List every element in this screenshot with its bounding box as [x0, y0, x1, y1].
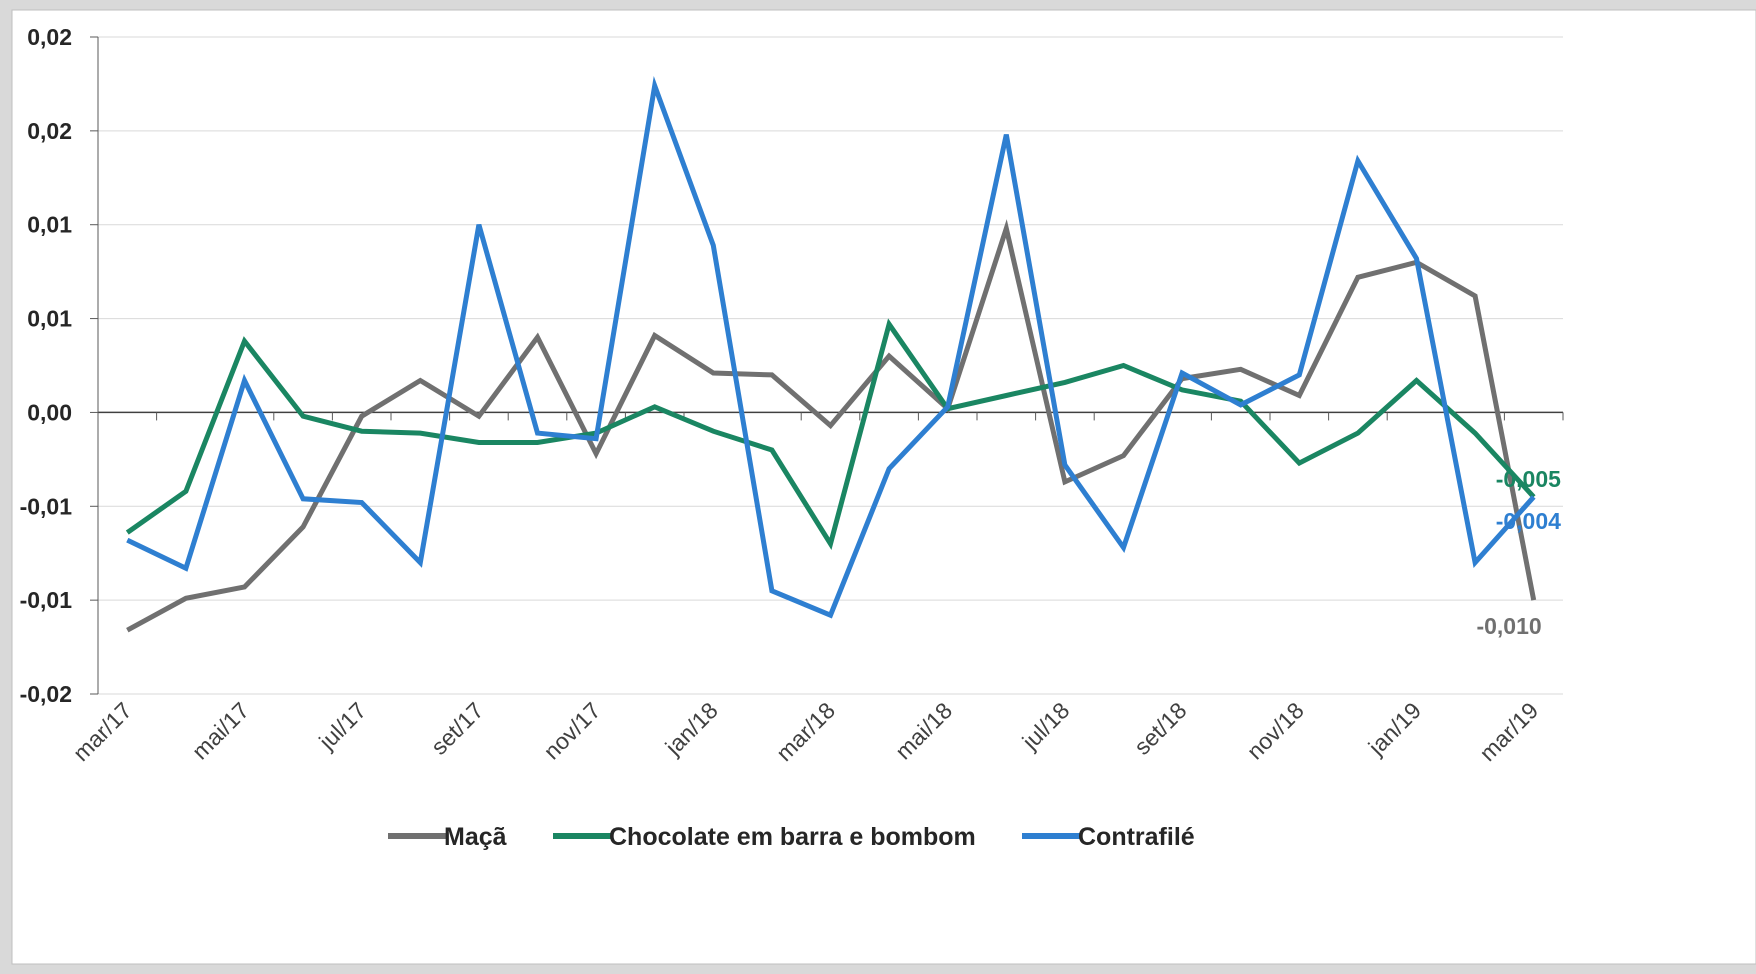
y-tick-label: 0,02 [27, 118, 72, 144]
y-tick-label: -0,01 [20, 493, 73, 519]
series-line [125, 318, 1536, 551]
legend: Maçã Chocolate em barra e bombom Contrafil… [388, 823, 1195, 851]
grid-lines [98, 36, 1563, 695]
y-tick-label: 0,01 [27, 212, 72, 238]
y-tick-label: 0,01 [27, 306, 72, 332]
y-tick-label: 0,00 [27, 399, 72, 425]
y-tick-label: -0,02 [20, 681, 72, 707]
y-tick-label: -0,01 [20, 587, 73, 613]
end-labels: -0,010 -0,005 -0,004 [1476, 466, 1561, 639]
legend-label: Chocolate em barra e bombom [609, 823, 976, 851]
end-value-label: -0,005 [1496, 466, 1561, 492]
end-value-label: -0,010 [1476, 613, 1541, 639]
y-tick-label: 0,02 [27, 24, 72, 50]
legend-label: Contrafilé [1078, 823, 1195, 851]
series-line [126, 76, 1536, 619]
end-value-label: -0,004 [1496, 508, 1561, 534]
series-lines [125, 76, 1537, 633]
series-line [126, 219, 1537, 633]
legend-label: Maçã [444, 823, 507, 851]
